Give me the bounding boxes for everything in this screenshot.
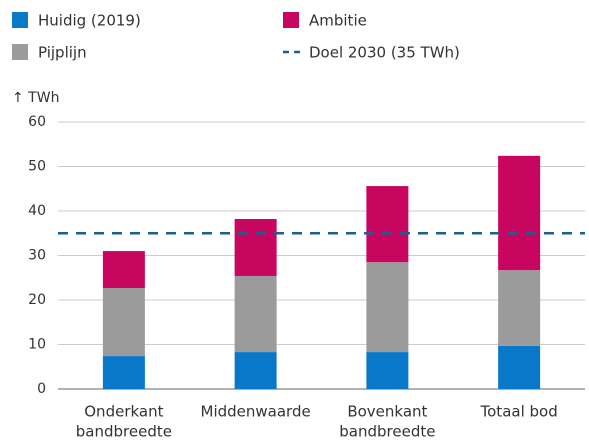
legend-label: Ambitie [309,12,367,30]
y-axis-label: ↑ TWh [12,90,59,106]
bar-segment [498,155,541,271]
y-tick-label: 10 [28,337,46,353]
x-tick-label: Totaal bod [480,403,558,421]
y-tick-label: 0 [37,381,46,397]
bar-segment [366,352,409,389]
bar-segment [102,287,145,357]
bar-segment [366,186,409,263]
bar-segment [102,251,145,288]
x-tick-label: Onderkant [84,403,163,421]
bar-segment [498,345,541,389]
bar-segment [498,270,541,346]
y-tick-label: 60 [28,114,46,130]
bar-segment [102,356,145,389]
y-tick-label: 50 [28,159,46,175]
x-tick-label: bandbreedte [76,423,172,441]
y-tick-label: 20 [28,292,46,308]
legend-swatch [12,12,28,28]
x-tick-label: Middenwaarde [201,403,311,421]
legend-label: Doel 2030 (35 TWh) [309,44,460,62]
bar-segment [234,275,277,353]
y-tick-label: 40 [28,203,46,219]
x-tick-label: Bovenkant [347,403,427,421]
y-tick-label: 30 [28,248,46,264]
legend-label: Huidig (2019) [38,12,141,30]
x-tick-label: bandbreedte [339,423,435,441]
legend-swatch [12,44,28,60]
bar-segment [234,352,277,389]
bar-segment [366,262,409,353]
legend-label: Pijplijn [38,44,87,62]
bar-segment [234,219,277,276]
legend-swatch [283,12,299,28]
